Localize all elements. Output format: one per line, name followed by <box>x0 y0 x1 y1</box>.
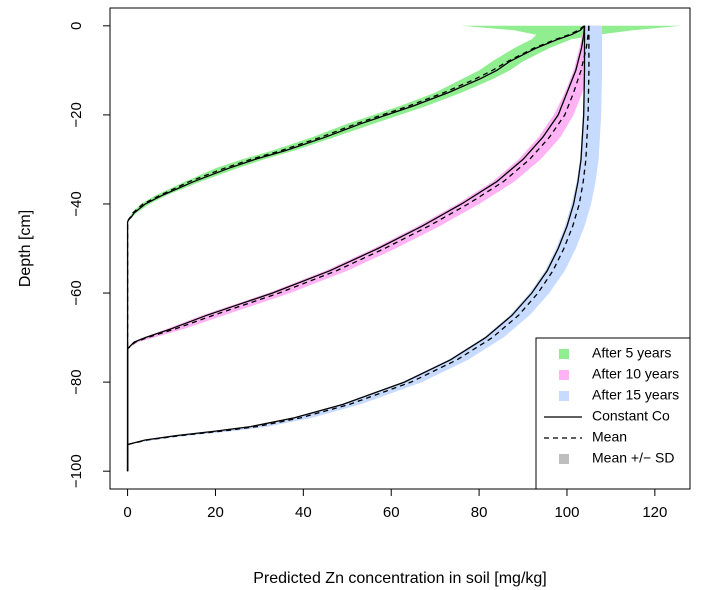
plot-frame <box>109 7 691 490</box>
series-2-mean-line <box>126 25 590 472</box>
series-1-constant-co-line <box>126 25 585 472</box>
legend-label: After 15 years <box>592 387 679 403</box>
x-tick-label: 120 <box>642 504 667 521</box>
legend-swatch <box>559 454 569 464</box>
x-axis-ticks: 0 20 40 60 80 100 120 <box>123 489 667 521</box>
y-tick-label: −20 <box>68 102 85 127</box>
y-tick-label: −100 <box>68 454 85 488</box>
x-axis-title: Predicted Zn concentration in soil [mg/k… <box>253 570 546 587</box>
legend-label: After 10 years <box>592 366 679 382</box>
y-tick-label: 0 <box>68 22 85 30</box>
legend-label: Mean +/− SD <box>592 450 675 466</box>
series-3-sd-band <box>127 25 603 445</box>
sd-bands <box>127 25 682 445</box>
legend-swatch <box>559 391 569 401</box>
x-tick-label: 40 <box>295 504 312 521</box>
x-tick-label: 20 <box>207 504 224 521</box>
y-axis-title: Depth [cm] <box>17 210 34 287</box>
x-tick-label: 100 <box>554 504 579 521</box>
series-lines <box>126 25 590 472</box>
legend-swatch <box>559 370 569 380</box>
y-axis-ticks: 0 −20 −40 −60 −80 −100 <box>68 22 110 488</box>
legend-label: After 5 years <box>592 345 671 361</box>
legend-label: Constant Co <box>592 408 670 424</box>
legend-label: Mean <box>592 429 627 445</box>
y-tick-label: −60 <box>68 280 85 305</box>
x-tick-label: 60 <box>383 504 400 521</box>
series-3-mean-line <box>126 25 590 472</box>
x-tick-label: 0 <box>123 504 131 521</box>
series-2-sd-band <box>127 25 598 349</box>
legend: After 5 years After 10 years After 15 year… <box>535 337 691 490</box>
x-tick-label: 80 <box>471 504 488 521</box>
y-tick-label: −40 <box>68 191 85 216</box>
series-2-constant-co-line <box>126 25 586 472</box>
y-tick-label: −80 <box>68 369 85 394</box>
legend-swatch <box>559 349 569 359</box>
